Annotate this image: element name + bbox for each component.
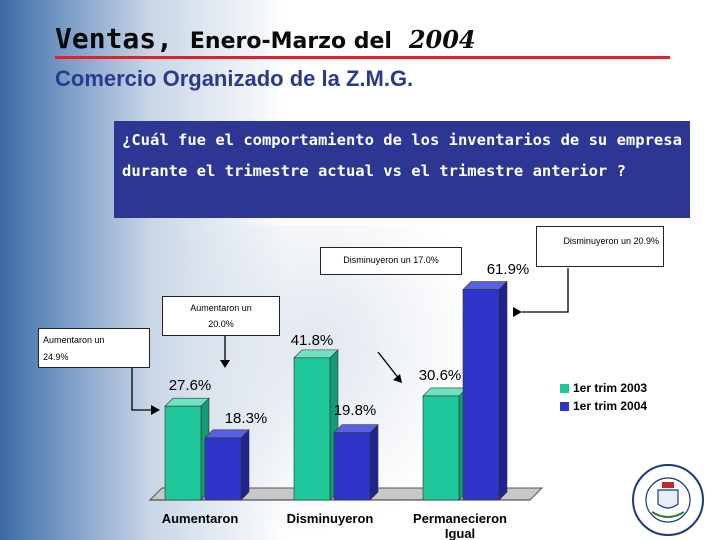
arrow-disminuyeron-2003 [377, 351, 401, 381]
bar-side-1-1 [369, 423, 379, 501]
data-label-1-0: 41.8% [291, 332, 334, 349]
bar-2-1 [462, 289, 500, 501]
arrow-disminuyeron-2004 [522, 268, 569, 313]
callout-aumentaron-2004-line1: Aumentaron un [190, 303, 252, 313]
x-tick-label-1: Disminuyeron [287, 511, 374, 526]
bar-side-2-1 [498, 280, 508, 501]
arrow-aumentaron-2003 [131, 368, 158, 411]
x-tick-label-0: Aumentaron [162, 511, 239, 526]
bar-2-0 [422, 395, 460, 501]
callout-aumentaron-2003: Aumentaron un 24.9% [38, 328, 150, 368]
question-box: ¿Cuál fue el comportamiento de los inven… [114, 121, 690, 218]
callout-disminuyeron-2003-text: Disminuyeron un 17.0% [343, 255, 439, 265]
arrowhead-disminuyeron-2004 [513, 307, 522, 317]
bar-side-0-1 [240, 429, 250, 501]
callout-aumentaron-2004-line2: 20.0% [208, 319, 234, 329]
data-label-2-1: 61.9% [487, 261, 530, 278]
x-tick-label-2b: Igual [445, 526, 475, 540]
arrowhead-disminuyeron-2003 [393, 374, 402, 383]
title-part3: 2004 [408, 25, 476, 54]
callout-aumentaron-2003-line1: Aumentaron un [43, 335, 105, 345]
bar-top-2-0 [422, 387, 468, 397]
bar-1-1 [333, 432, 371, 501]
callout-aumentaron-2004: Aumentaron un 20.0% [162, 296, 280, 336]
bar-top-1-0 [293, 349, 339, 359]
data-label-1-1: 19.8% [334, 402, 377, 419]
callout-disminuyeron-2003: Disminuyeron un 17.0% [320, 247, 462, 275]
legend-label-1: 1er trim 2004 [573, 399, 647, 413]
legend-swatch-0 [560, 384, 569, 393]
arrowhead-aumentaron-2004 [220, 360, 230, 368]
arrowhead-aumentaron-2003 [151, 405, 160, 415]
x-tick-label-2a: Permanecieron [413, 511, 507, 526]
title-part2: Enero-Marzo del [189, 29, 392, 54]
callout-aumentaron-2003-line2: 24.9% [43, 352, 69, 362]
legend-label-0: 1er trim 2003 [573, 381, 647, 395]
data-label-0-0: 27.6% [169, 377, 212, 394]
callout-disminuyeron-2004-text: Disminuyeron un 20.9% [563, 236, 659, 246]
bar-top-0-0 [164, 397, 210, 407]
title-part1: Ventas, [55, 22, 174, 55]
legend-swatch-1 [560, 402, 569, 411]
bar-0-0 [164, 405, 202, 501]
callout-disminuyeron-2004: Disminuyeron un 20.9% [536, 226, 664, 267]
bar-top-2-1 [462, 281, 508, 290]
title-rule [55, 56, 670, 59]
data-label-2-0: 30.6% [419, 367, 462, 384]
camara-comercio-logo [632, 464, 704, 536]
bar-1-0 [293, 357, 331, 501]
bar-top-1-1 [333, 424, 379, 433]
page-title: Ventas, Enero-Marzo del 2004 [55, 22, 476, 55]
bar-0-1 [204, 437, 242, 501]
bar-top-0-1 [204, 429, 250, 439]
page-subtitle: Comercio Organizado de la Z.M.G. [55, 66, 414, 91]
data-label-0-1: 18.3% [225, 410, 268, 427]
